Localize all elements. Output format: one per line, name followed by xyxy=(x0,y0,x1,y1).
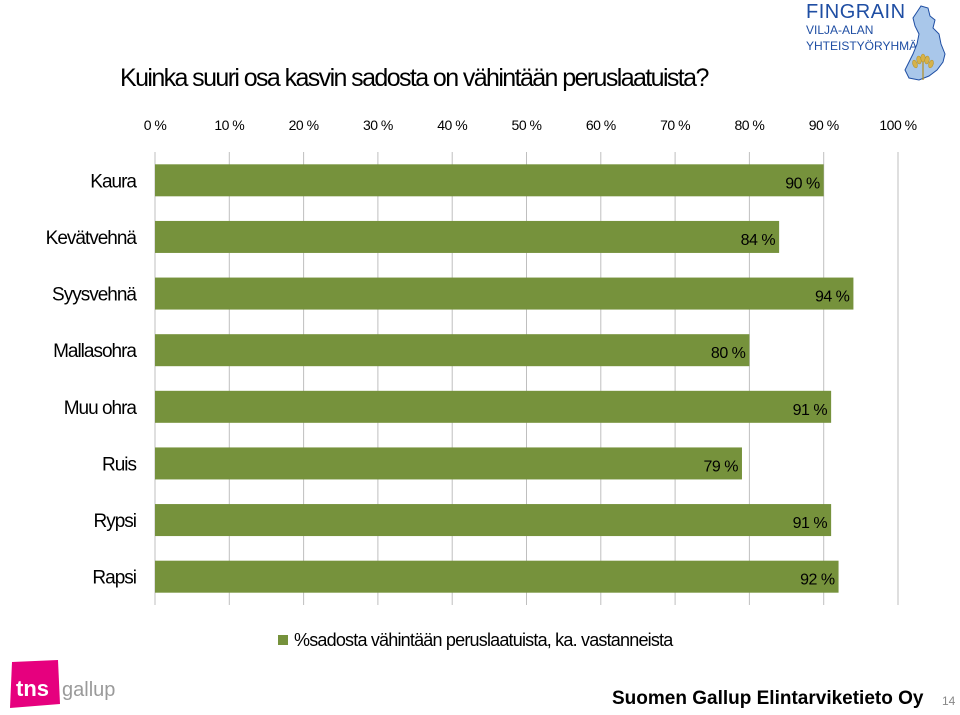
x-tick-label: 100 % xyxy=(879,117,916,133)
data-label: 90 % xyxy=(785,175,820,192)
brand-subtitle-1: VILJA-ALAN xyxy=(806,23,874,37)
bar xyxy=(155,277,854,310)
page-number: 14 xyxy=(942,694,956,708)
data-label: 91 % xyxy=(793,402,828,419)
x-tick-label: 30 % xyxy=(363,117,393,133)
x-tick-label: 70 % xyxy=(660,117,690,133)
x-tick-label: 20 % xyxy=(289,117,319,133)
category-label: Syysvehnä xyxy=(52,285,137,306)
footer-company: Suomen Gallup Elintarviketieto Oy xyxy=(612,688,924,709)
category-label: Rypsi xyxy=(93,511,136,532)
category-label: Mallasohra xyxy=(53,341,137,362)
bar xyxy=(155,164,824,197)
x-tick-label: 50 % xyxy=(512,117,542,133)
chart-title: Kuinka suuri osa kasvin sadosta on vähin… xyxy=(120,64,709,92)
brand-subtitle-2: YHTEISTYÖRYHMÄ xyxy=(806,39,918,53)
data-label: 84 % xyxy=(741,232,776,249)
x-tick-label: 80 % xyxy=(734,117,764,133)
tns-gallup-logo: tns gallup xyxy=(10,660,115,708)
data-label: 91 % xyxy=(793,515,828,532)
x-tick-label: 60 % xyxy=(586,117,616,133)
category-label: Kevätvehnä xyxy=(46,228,138,249)
legend-label: %sadosta vähintään peruslaatuista, ka. v… xyxy=(294,630,673,650)
category-label: Ruis xyxy=(102,454,137,475)
data-label: 94 % xyxy=(815,289,850,306)
x-tick-label: 0 % xyxy=(144,117,167,133)
fingrain-brand: FINGRAIN VILJA-ALAN YHTEISTYÖRYHMÄ xyxy=(806,2,917,52)
category-label: Muu ohra xyxy=(64,398,138,419)
data-label: 79 % xyxy=(704,458,739,475)
logo-gallup-text: gallup xyxy=(62,679,115,701)
bar xyxy=(155,504,832,537)
legend-swatch xyxy=(278,635,288,645)
brand-name: FINGRAIN xyxy=(806,1,906,23)
data-label: 80 % xyxy=(711,345,746,362)
logo-tns-text: tns xyxy=(16,676,49,701)
category-label: Rapsi xyxy=(92,568,136,589)
x-tick-label: 40 % xyxy=(437,117,467,133)
bar xyxy=(155,220,780,253)
bar xyxy=(155,334,750,367)
finland-map-icon xyxy=(904,5,946,81)
data-label: 92 % xyxy=(800,572,835,589)
bar xyxy=(155,560,839,593)
x-tick-label: 90 % xyxy=(809,117,839,133)
bar xyxy=(155,447,742,480)
bar xyxy=(155,390,832,423)
x-tick-label: 10 % xyxy=(214,117,244,133)
chart-legend: %sadosta vähintään peruslaatuista, ka. v… xyxy=(278,630,673,651)
category-label: Kaura xyxy=(90,171,137,192)
